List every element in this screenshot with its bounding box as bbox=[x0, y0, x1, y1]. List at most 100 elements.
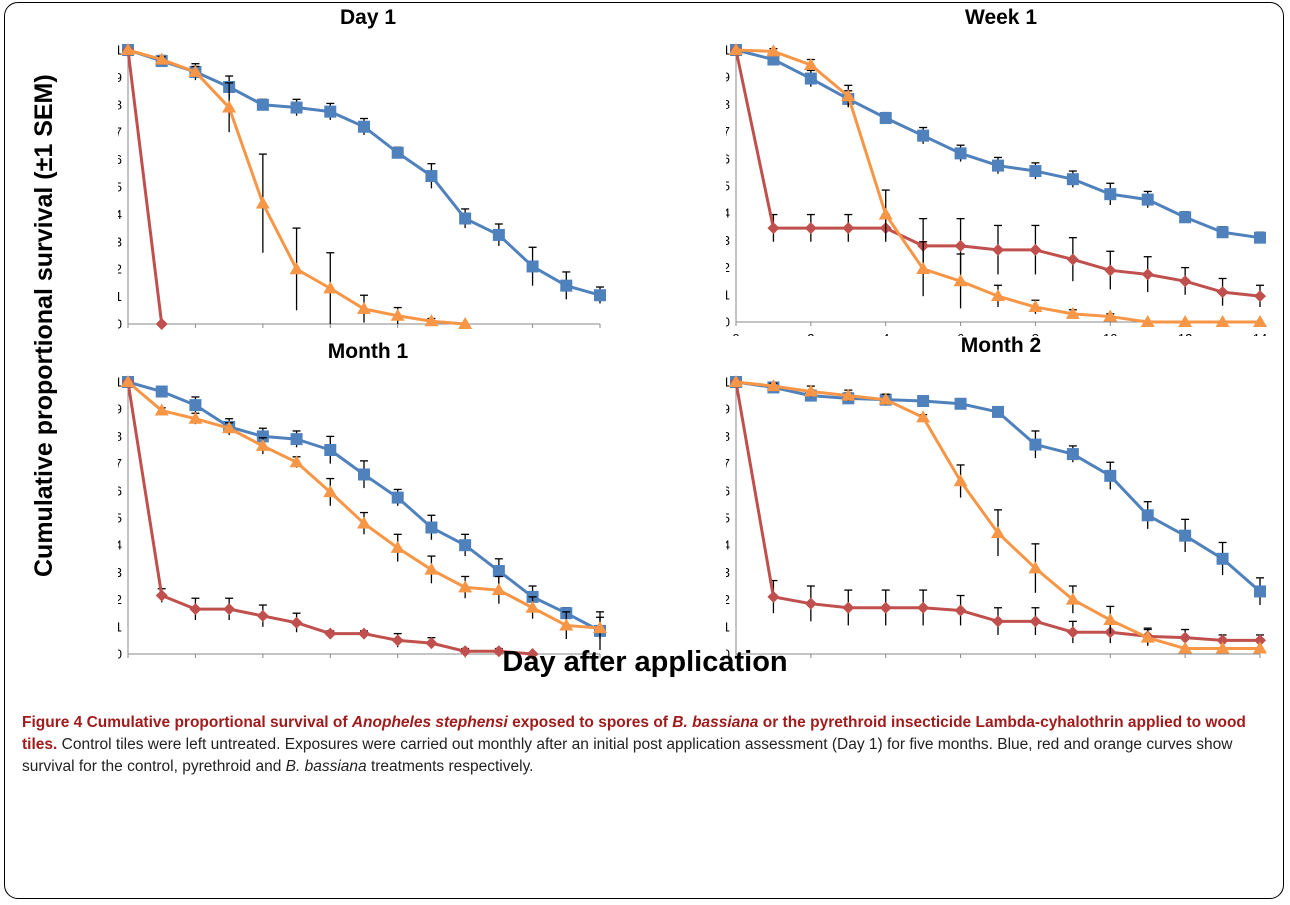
point-bassiana bbox=[953, 274, 968, 287]
point-control bbox=[917, 395, 930, 408]
point-bassiana bbox=[1178, 641, 1193, 654]
point-bassiana bbox=[458, 580, 473, 593]
y-tick-label: 0.5 bbox=[118, 180, 122, 195]
x-tick-label: 2 bbox=[807, 331, 814, 336]
chart-plot: 00.10.20.30.40.50.60.70.80.9102468101214 bbox=[118, 43, 607, 337]
y-tick-label: 0.2 bbox=[726, 592, 730, 607]
x-tick-label: 2 bbox=[192, 333, 199, 336]
shared-y-axis-label: Cumulative proportional survival (±1 SEM… bbox=[30, 74, 58, 577]
shared-x-axis-label: Day after application bbox=[502, 646, 788, 678]
point-control bbox=[324, 444, 337, 456]
point-control bbox=[1029, 165, 1042, 178]
y-tick-label: 0.6 bbox=[118, 152, 122, 167]
point-control bbox=[954, 147, 967, 160]
point-bassiana bbox=[154, 52, 169, 65]
point-pyrethroid bbox=[954, 604, 967, 617]
chart-panel-month-2: Month 2 00.10.20.30.40.50.60.70.80.91024… bbox=[726, 334, 1276, 666]
panel-title: Day 1 bbox=[339, 6, 397, 29]
x-tick-label: 8 bbox=[394, 663, 401, 666]
y-tick-label: 0.5 bbox=[726, 511, 730, 526]
point-control bbox=[358, 468, 370, 481]
point-bassiana bbox=[323, 485, 338, 498]
point-pyrethroid bbox=[917, 601, 930, 614]
y-tick-label: 0.3 bbox=[118, 565, 122, 580]
point-control bbox=[1179, 211, 1192, 224]
point-bassiana bbox=[289, 455, 304, 468]
point-bassiana bbox=[1215, 315, 1230, 327]
y-tick-label: 0 bbox=[118, 317, 122, 332]
chart-panel-week-1: Week 1 00.10.20.30.40.50.60.70.80.910246… bbox=[726, 6, 1276, 336]
y-tick-label: 1 bbox=[726, 375, 730, 390]
x-tick-label: 6 bbox=[327, 663, 334, 666]
y-tick-label: 0.2 bbox=[118, 262, 122, 277]
caption-species: Anopheles stephensi bbox=[351, 714, 508, 731]
point-pyrethroid bbox=[1179, 631, 1192, 644]
chart-panel-day-1: Day 1 00.10.20.30.40.50.60.70.80.9102468… bbox=[118, 6, 618, 336]
point-pyrethroid bbox=[155, 318, 168, 330]
chart-plot: 00.10.20.30.40.50.60.70.80.9102468101214 bbox=[118, 375, 607, 667]
y-tick-label: 0.9 bbox=[726, 402, 730, 417]
point-bassiana bbox=[222, 421, 237, 434]
x-tick-label: 8 bbox=[394, 333, 401, 336]
point-control bbox=[1179, 529, 1192, 542]
y-tick-label: 1 bbox=[118, 375, 122, 390]
point-control bbox=[1104, 188, 1117, 201]
figure-frame bbox=[4, 2, 1284, 899]
point-pyrethroid bbox=[804, 222, 817, 235]
point-pyrethroid bbox=[842, 601, 855, 614]
x-tick-label: 0 bbox=[732, 331, 739, 336]
y-tick-label: 0.6 bbox=[726, 483, 730, 498]
point-pyrethroid bbox=[1066, 626, 1079, 639]
point-bassiana bbox=[803, 57, 818, 70]
point-pyrethroid bbox=[1179, 275, 1192, 288]
point-bassiana bbox=[841, 89, 856, 102]
caption-body: Control tiles were left untreated. Expos… bbox=[22, 736, 1233, 775]
point-bassiana bbox=[1253, 641, 1267, 654]
y-tick-label: 0.3 bbox=[118, 234, 122, 249]
point-control bbox=[1141, 193, 1154, 206]
point-pyrethroid bbox=[459, 645, 472, 658]
point-bassiana bbox=[323, 281, 338, 294]
point-pyrethroid bbox=[1104, 264, 1117, 277]
point-bassiana bbox=[841, 388, 856, 401]
point-pyrethroid bbox=[223, 603, 236, 616]
point-pyrethroid bbox=[526, 648, 539, 660]
point-pyrethroid bbox=[1216, 286, 1229, 299]
y-tick-label: 0 bbox=[726, 647, 730, 662]
point-control bbox=[1254, 585, 1266, 598]
x-tick-label: 14 bbox=[593, 663, 607, 666]
point-bassiana bbox=[1140, 315, 1155, 327]
point-bassiana bbox=[766, 44, 781, 57]
point-bassiana bbox=[255, 196, 270, 209]
x-tick-label: 6 bbox=[957, 331, 964, 336]
y-tick-label: 0.1 bbox=[118, 619, 122, 634]
point-bassiana bbox=[255, 438, 270, 451]
point-bassiana bbox=[916, 410, 931, 423]
point-pyrethroid bbox=[992, 615, 1004, 628]
point-pyrethroid bbox=[1216, 634, 1229, 647]
point-control bbox=[290, 433, 303, 446]
point-bassiana bbox=[458, 317, 473, 329]
point-bassiana bbox=[525, 600, 540, 613]
caption-text: or the pyrethroid insecticide Lambda-cyh… bbox=[22, 714, 1246, 753]
point-control bbox=[992, 405, 1004, 418]
series-line-pyrethroid bbox=[126, 381, 533, 656]
x-tick-label: 12 bbox=[525, 663, 539, 666]
caption-body: treatments respectively. bbox=[366, 758, 534, 775]
point-pyrethroid bbox=[842, 222, 855, 235]
point-pyrethroid bbox=[155, 589, 168, 602]
point-bassiana bbox=[1028, 300, 1043, 313]
point-bassiana bbox=[491, 583, 506, 596]
y-tick-label: 0 bbox=[118, 647, 122, 662]
chart-plot: 00.10.20.30.40.50.60.70.80.9102468101214 bbox=[726, 43, 1267, 337]
point-control bbox=[526, 260, 539, 273]
point-bassiana bbox=[121, 375, 135, 387]
point-bassiana bbox=[188, 411, 203, 424]
x-tick-label: 4 bbox=[259, 333, 266, 336]
point-bassiana bbox=[121, 43, 135, 55]
point-control bbox=[1104, 469, 1117, 482]
point-bassiana bbox=[154, 403, 169, 416]
point-control bbox=[804, 72, 817, 85]
y-tick-label: 0.4 bbox=[726, 538, 730, 553]
point-control bbox=[324, 105, 337, 118]
